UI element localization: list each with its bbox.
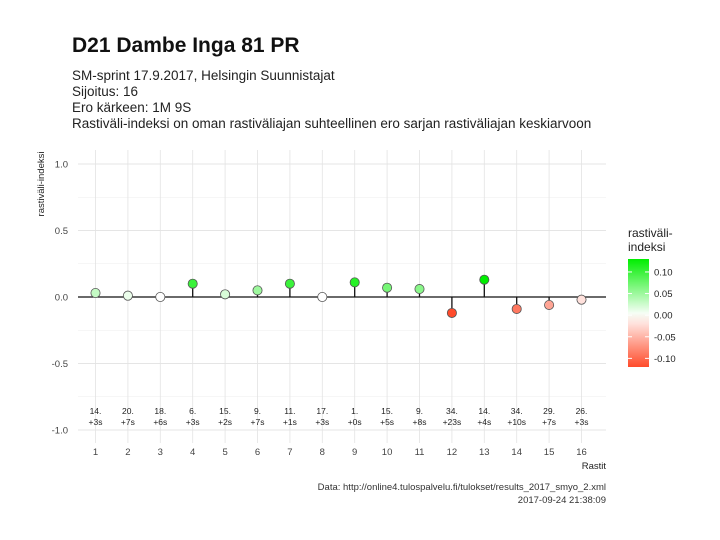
- subtitle-gap: Ero kärkeen: 1M 9S: [72, 100, 192, 115]
- diff-label-8: +3s: [315, 417, 329, 427]
- rank-label-6: 9.: [254, 406, 261, 416]
- x-tick-label: 7: [287, 447, 292, 458]
- legend-tick-label: -0.05: [654, 332, 676, 343]
- legend-title: rastiväli- indeksi: [628, 226, 673, 254]
- rank-label-8: 17.: [316, 406, 328, 416]
- diff-label-7: +1s: [283, 417, 297, 427]
- rank-label-4: 6.: [189, 406, 196, 416]
- subtitle-description: Rastiväli-indeksi on oman rastiväliajan …: [72, 116, 592, 131]
- rank-label-10: 15.: [381, 406, 393, 416]
- x-tick-label: 9: [352, 447, 357, 458]
- diff-label-10: +5s: [380, 417, 394, 427]
- diff-label-5: +2s: [218, 417, 232, 427]
- x-tick-label: 16: [576, 447, 587, 458]
- subtitle-event: SM-sprint 17.9.2017, Helsingin Suunnista…: [72, 68, 335, 83]
- rank-label-14: 34.: [511, 406, 523, 416]
- rank-label-3: 18.: [154, 406, 166, 416]
- caption-timestamp: 2017-09-24 21:38:09: [517, 495, 606, 506]
- x-axis-title: Rastit: [582, 461, 607, 472]
- axis-layer: 1.00.50.0-0.5-1.01 2 3 4 5 6 7 8 9 10 11 12 13 14 15 16…: [36, 152, 606, 472]
- point-11: [414, 284, 425, 295]
- legend-colorbar: [628, 259, 649, 367]
- x-tick-label: 3: [158, 447, 163, 458]
- rank-label-12: 34.: [446, 406, 458, 416]
- x-tick-label: 14: [511, 447, 522, 458]
- x-tick-label: 6: [255, 447, 260, 458]
- x-tick-label: 8: [320, 447, 325, 458]
- diff-label-1: +3s: [89, 417, 103, 427]
- rank-label-15: 29.: [543, 406, 555, 416]
- x-tick-label: 11: [415, 447, 425, 458]
- x-tick-label: 10: [382, 447, 393, 458]
- x-tick-label: 13: [479, 447, 490, 458]
- point-13: [479, 274, 490, 285]
- y-tick-label: -1.0: [52, 426, 68, 437]
- legend-title-line2: indeksi: [628, 240, 666, 254]
- diff-label-12: +23s: [443, 417, 462, 427]
- subtitle-rank: Sijoitus: 16: [72, 84, 139, 99]
- legend-tick-label: 0.05: [654, 289, 673, 300]
- y-tick-label: 1.0: [55, 160, 68, 171]
- diff-label-6: +7s: [251, 417, 265, 427]
- point-10: [382, 282, 393, 293]
- rank-label-2: 20.: [122, 406, 134, 416]
- diff-label-14: +10s: [507, 417, 526, 427]
- point-16: [576, 294, 587, 305]
- point-14: [511, 303, 522, 314]
- point-2: [122, 290, 133, 301]
- diff-label-9: +0s: [348, 417, 362, 427]
- diff-label-11: +8s: [413, 417, 427, 427]
- chart-title: D21 Dambe Inga 81 PR: [72, 34, 300, 57]
- x-tick-label: 15: [544, 447, 555, 458]
- x-tick-label: 12: [447, 447, 458, 458]
- point-6: [252, 285, 263, 296]
- legend-tick-label: 0.00: [654, 311, 673, 322]
- diff-label-16: +3s: [575, 417, 589, 427]
- diff-label-3: +6s: [153, 417, 167, 427]
- data-layer: 14.+3s20.+7s18.+6s6.+3s15.+2s9.+7s11.+1s…: [78, 274, 606, 427]
- x-tick-label: 4: [190, 447, 195, 458]
- diff-label-2: +7s: [121, 417, 135, 427]
- point-4: [187, 278, 198, 289]
- rank-label-16: 26.: [576, 406, 588, 416]
- rank-label-1: 14.: [90, 406, 102, 416]
- legend-tick-label: 0.10: [654, 267, 673, 278]
- point-5: [220, 289, 231, 300]
- rank-label-7: 11.: [284, 406, 295, 416]
- diff-label-4: +3s: [186, 417, 200, 427]
- x-tick-label: 5: [222, 447, 227, 458]
- rank-label-5: 15.: [219, 406, 231, 416]
- point-15: [544, 299, 555, 310]
- caption-source: Data: http://online4.tulospalvelu.fi/tul…: [317, 482, 606, 493]
- rank-label-11: 9.: [416, 406, 423, 416]
- rank-label-9: 1.: [351, 406, 358, 416]
- y-axis-title: rastiväli-indeksi: [36, 152, 47, 217]
- point-1: [90, 288, 101, 299]
- point-12: [446, 307, 457, 318]
- point-8: [317, 291, 328, 302]
- point-7: [284, 278, 295, 289]
- x-tick-label: 2: [125, 447, 130, 458]
- legend-tick-label: -0.10: [654, 354, 676, 365]
- x-tick-label: 1: [93, 447, 98, 458]
- diff-label-15: +7s: [542, 417, 556, 427]
- y-tick-label: 0.5: [55, 226, 68, 237]
- legend-layer: 0.10 0.05 0.00 -0.05 -0.10: [628, 259, 676, 367]
- y-tick-label: -0.5: [52, 359, 68, 370]
- legend-title-line1: rastiväli-: [628, 226, 673, 240]
- point-9: [349, 277, 360, 288]
- point-3: [155, 291, 166, 302]
- diff-label-13: +4s: [477, 417, 491, 427]
- y-tick-label: 0.0: [55, 293, 68, 304]
- rank-label-13: 14.: [478, 406, 490, 416]
